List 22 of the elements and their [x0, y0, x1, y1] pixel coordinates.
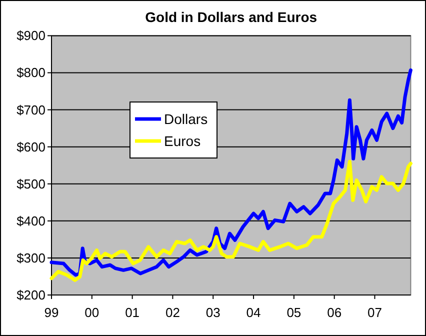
- line-series: [50, 68, 412, 277]
- x-tick-label: 06: [327, 305, 342, 320]
- y-tick-label: $400: [16, 213, 46, 228]
- x-tick-label: 05: [286, 305, 302, 320]
- x-tick-label: 00: [84, 305, 100, 320]
- legend-label: Euros: [164, 133, 201, 149]
- x-tick-label: 02: [165, 305, 180, 320]
- y-tick-label: $900: [16, 28, 46, 44]
- y-tick-label: $300: [16, 250, 46, 266]
- y-tick-label: $600: [16, 139, 46, 154]
- x-tick-label: 04: [246, 305, 261, 320]
- x-tick-label: 03: [206, 305, 220, 320]
- x-tick-label: 99: [44, 305, 59, 320]
- y-tick-label: $800: [16, 65, 46, 80]
- x-tick-label: 01: [125, 305, 140, 320]
- legend-label: Dollars: [164, 111, 208, 127]
- chart-title: Gold in Dollars and Euros: [145, 9, 318, 25]
- y-tick-label: $200: [16, 288, 46, 302]
- line-series: [50, 160, 412, 282]
- x-tick-label: 07: [368, 305, 382, 320]
- y-tick-label: $500: [16, 176, 46, 192]
- y-tick-label: $700: [16, 102, 46, 118]
